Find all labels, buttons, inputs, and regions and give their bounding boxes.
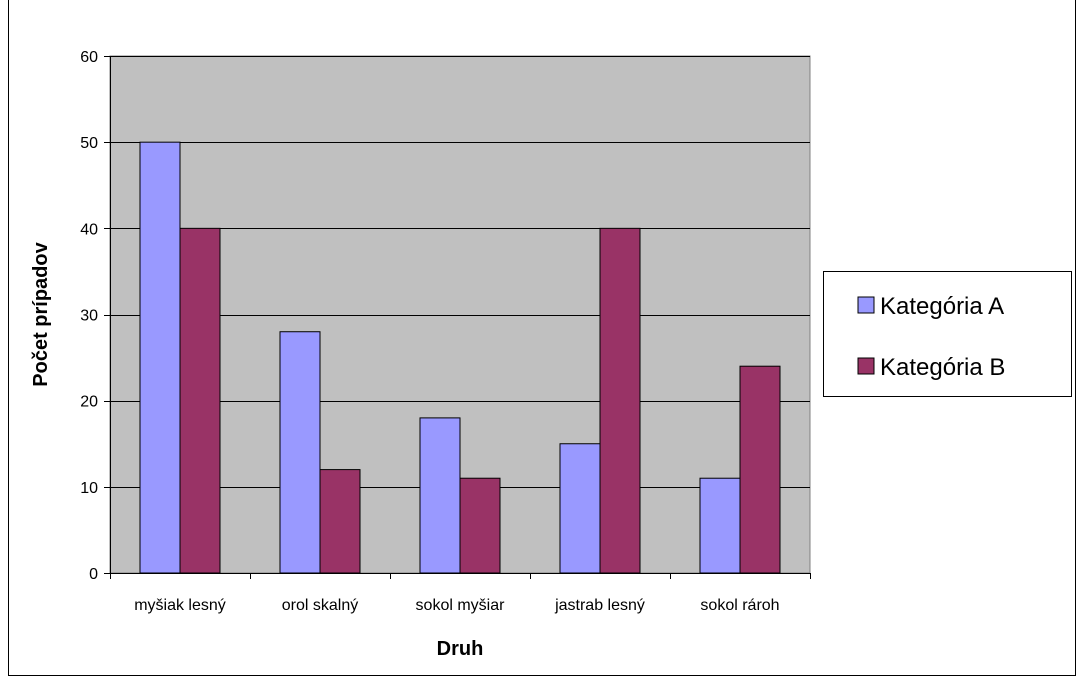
gridlines: [110, 56, 810, 488]
y-tick-label: 20: [80, 394, 98, 411]
bar-b-3: [599, 227, 641, 574]
bar-a-3: [559, 443, 601, 574]
axes: [104, 56, 811, 579]
legend-box: [823, 271, 1072, 397]
bar-b-1: [319, 469, 361, 574]
legend-swatch-kategoria-b: [857, 357, 875, 375]
bar-a-1: [279, 331, 321, 574]
legend-swatch-kategoria-a: [857, 296, 875, 314]
bar-b-4: [739, 365, 781, 574]
y-tick-label: 0: [89, 566, 98, 583]
x-tick-label: sokol myšiar: [416, 597, 506, 614]
bar-b-2: [459, 477, 501, 574]
legend: Kategória A Kategória B: [823, 271, 1072, 397]
y-tick-label: 60: [80, 49, 98, 66]
legend-label-kategoria-b: Kategória B: [880, 354, 1005, 381]
x-tick-label: jastrab lesný: [554, 597, 645, 614]
bar-a-0: [139, 141, 181, 574]
x-tick-labels: myšiak lesný orol skalný sokol myšiar jastr…: [134, 597, 779, 614]
x-tick-label: myšiak lesný: [134, 597, 226, 614]
y-tick-label: 10: [80, 480, 98, 497]
y-tick-label: 40: [80, 221, 98, 238]
y-tick-label: 30: [80, 308, 98, 325]
x-axis-title: Druh: [437, 638, 484, 660]
x-tick-label: orol skalný: [282, 597, 358, 614]
y-tick-labels: 0 10 20 30 40 50 60: [80, 49, 98, 583]
bar-a-2: [419, 417, 461, 574]
x-tick-label: sokol rároh: [700, 597, 779, 614]
bar-a-4: [699, 477, 741, 574]
y-tick-label: 50: [80, 135, 98, 152]
bar-b-0: [179, 227, 221, 574]
y-axis-title: Počet prípadov: [30, 241, 52, 386]
legend-label-kategoria-a: Kategória A: [880, 293, 1004, 320]
